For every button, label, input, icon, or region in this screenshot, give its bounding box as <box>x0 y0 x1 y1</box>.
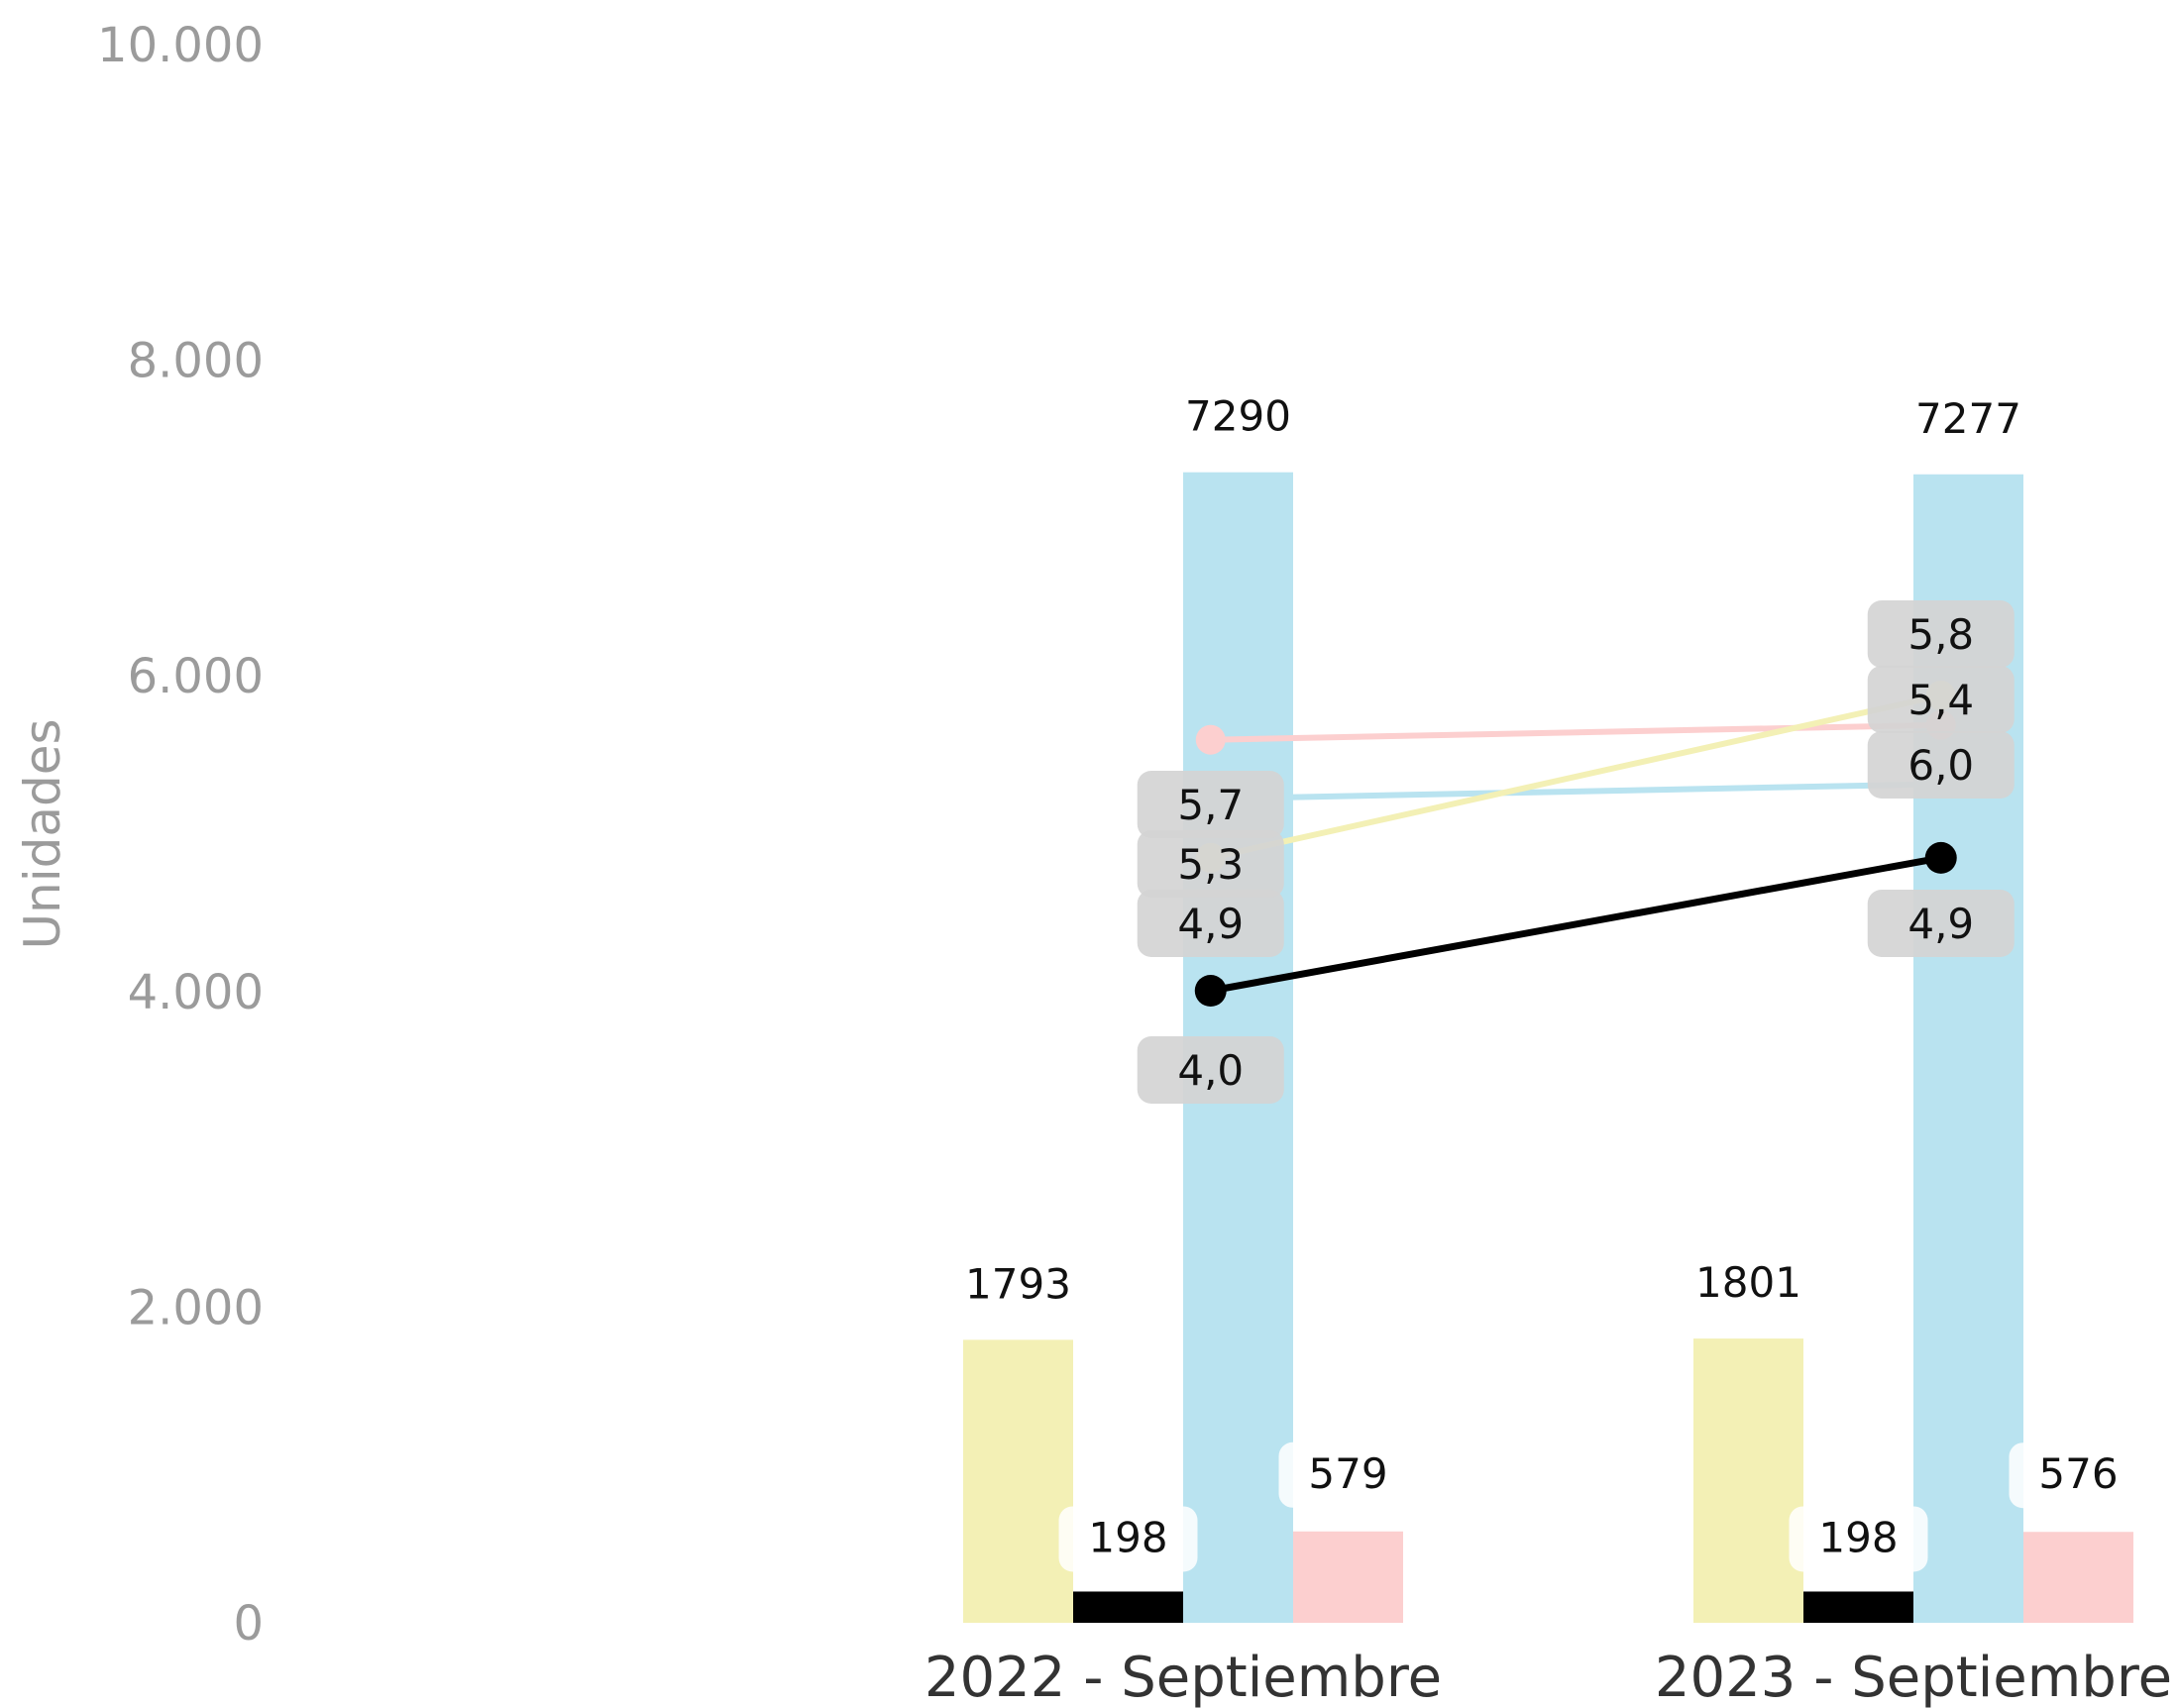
data-label-background <box>1058 1506 1198 1572</box>
bar <box>963 1339 1073 1623</box>
line-label-background <box>1867 666 2015 733</box>
bar <box>1693 1338 1803 1623</box>
bar <box>1073 1591 1183 1623</box>
line-value-label: 5,7 <box>1177 781 1244 829</box>
line-value-label: 5,3 <box>1177 840 1244 889</box>
line-value-label: 4,0 <box>1177 1046 1244 1095</box>
line-point <box>1195 724 1226 755</box>
bar-value-label: 198 <box>1818 1513 1898 1561</box>
y-tick-label: 2.000 <box>128 1280 264 1335</box>
x-tick-label: 2022 - Septiembre <box>925 1646 1442 1708</box>
y-axis-label: Unidades <box>14 718 71 949</box>
line-series <box>1210 721 1941 743</box>
bar-value-label: 579 <box>1308 1449 1387 1498</box>
line-value-label: 5,4 <box>1907 676 1974 724</box>
line-label-background <box>1137 830 1284 898</box>
bar-value-label: 1793 <box>965 1259 1071 1308</box>
line-label-background <box>1867 731 2015 799</box>
line-series <box>1210 781 1941 802</box>
line-label-background <box>1137 1036 1284 1104</box>
line-label-background <box>1137 771 1284 838</box>
line-value-label: 4,9 <box>1177 900 1244 948</box>
bar <box>1293 1531 1403 1623</box>
line-point <box>1194 975 1227 1007</box>
bar <box>2023 1532 2133 1623</box>
line-point <box>1924 841 1957 874</box>
line-value-label: 6,0 <box>1907 741 1974 790</box>
data-label-background <box>2009 1442 2148 1509</box>
y-tick-label: 0 <box>233 1596 264 1652</box>
line-series <box>1210 693 1942 861</box>
line-value-label: 4,9 <box>1907 900 1974 948</box>
line-label-background <box>1137 890 1284 957</box>
y-tick-label: 4.000 <box>128 965 264 1020</box>
bar-value-label: 1801 <box>1695 1258 1801 1307</box>
y-tick-label: 10.000 <box>97 18 264 73</box>
bar-value-label: 7290 <box>1185 392 1291 441</box>
line-series <box>1210 854 1942 995</box>
bar <box>1803 1591 1913 1623</box>
y-tick-label: 6.000 <box>128 649 264 704</box>
line-label-background <box>1867 890 2015 957</box>
line-label-background <box>1867 600 2015 668</box>
bar-value-label: 7277 <box>1915 394 2021 443</box>
y-tick-label: 8.000 <box>128 334 264 389</box>
line-value-label: 5,8 <box>1907 610 1974 659</box>
data-label-background <box>1789 1506 1928 1572</box>
data-label-background <box>1278 1441 1418 1508</box>
x-tick-label: 2023 - Septiembre <box>1655 1646 2172 1708</box>
bar-value-label: 198 <box>1088 1513 1167 1561</box>
bar-value-label: 576 <box>2038 1449 2118 1498</box>
